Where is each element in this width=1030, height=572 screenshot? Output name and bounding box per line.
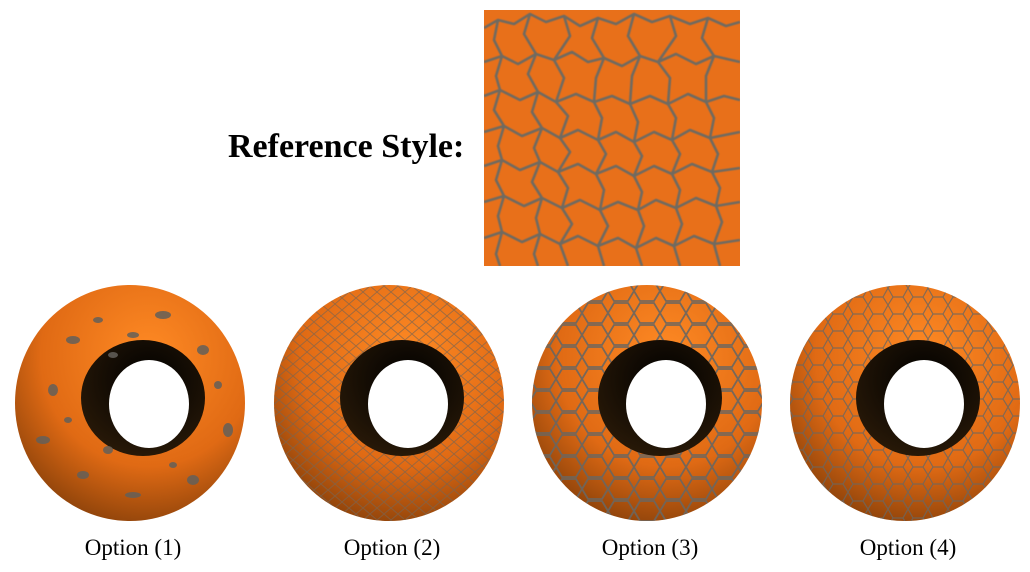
fine-voronoi-torus-icon: [274, 285, 504, 521]
blotchy-torus-icon: [15, 285, 245, 521]
reference-style-label: Reference Style:: [228, 128, 465, 165]
option-4-label: Option (4): [859, 535, 957, 560]
matching-voronoi-torus-icon: [532, 285, 762, 521]
option-2-label: Option (2): [343, 535, 441, 560]
option-2[interactable]: Option (2): [272, 280, 512, 570]
option-1-label: Option (1): [84, 535, 182, 560]
reference-style-texture: [484, 10, 740, 266]
medium-voronoi-torus-icon: [790, 285, 1020, 521]
option-3-label: Option (3): [601, 535, 699, 560]
option-1[interactable]: Option (1): [13, 280, 253, 570]
option-4[interactable]: Option (4): [788, 280, 1028, 570]
option-3[interactable]: Option (3): [530, 280, 770, 570]
